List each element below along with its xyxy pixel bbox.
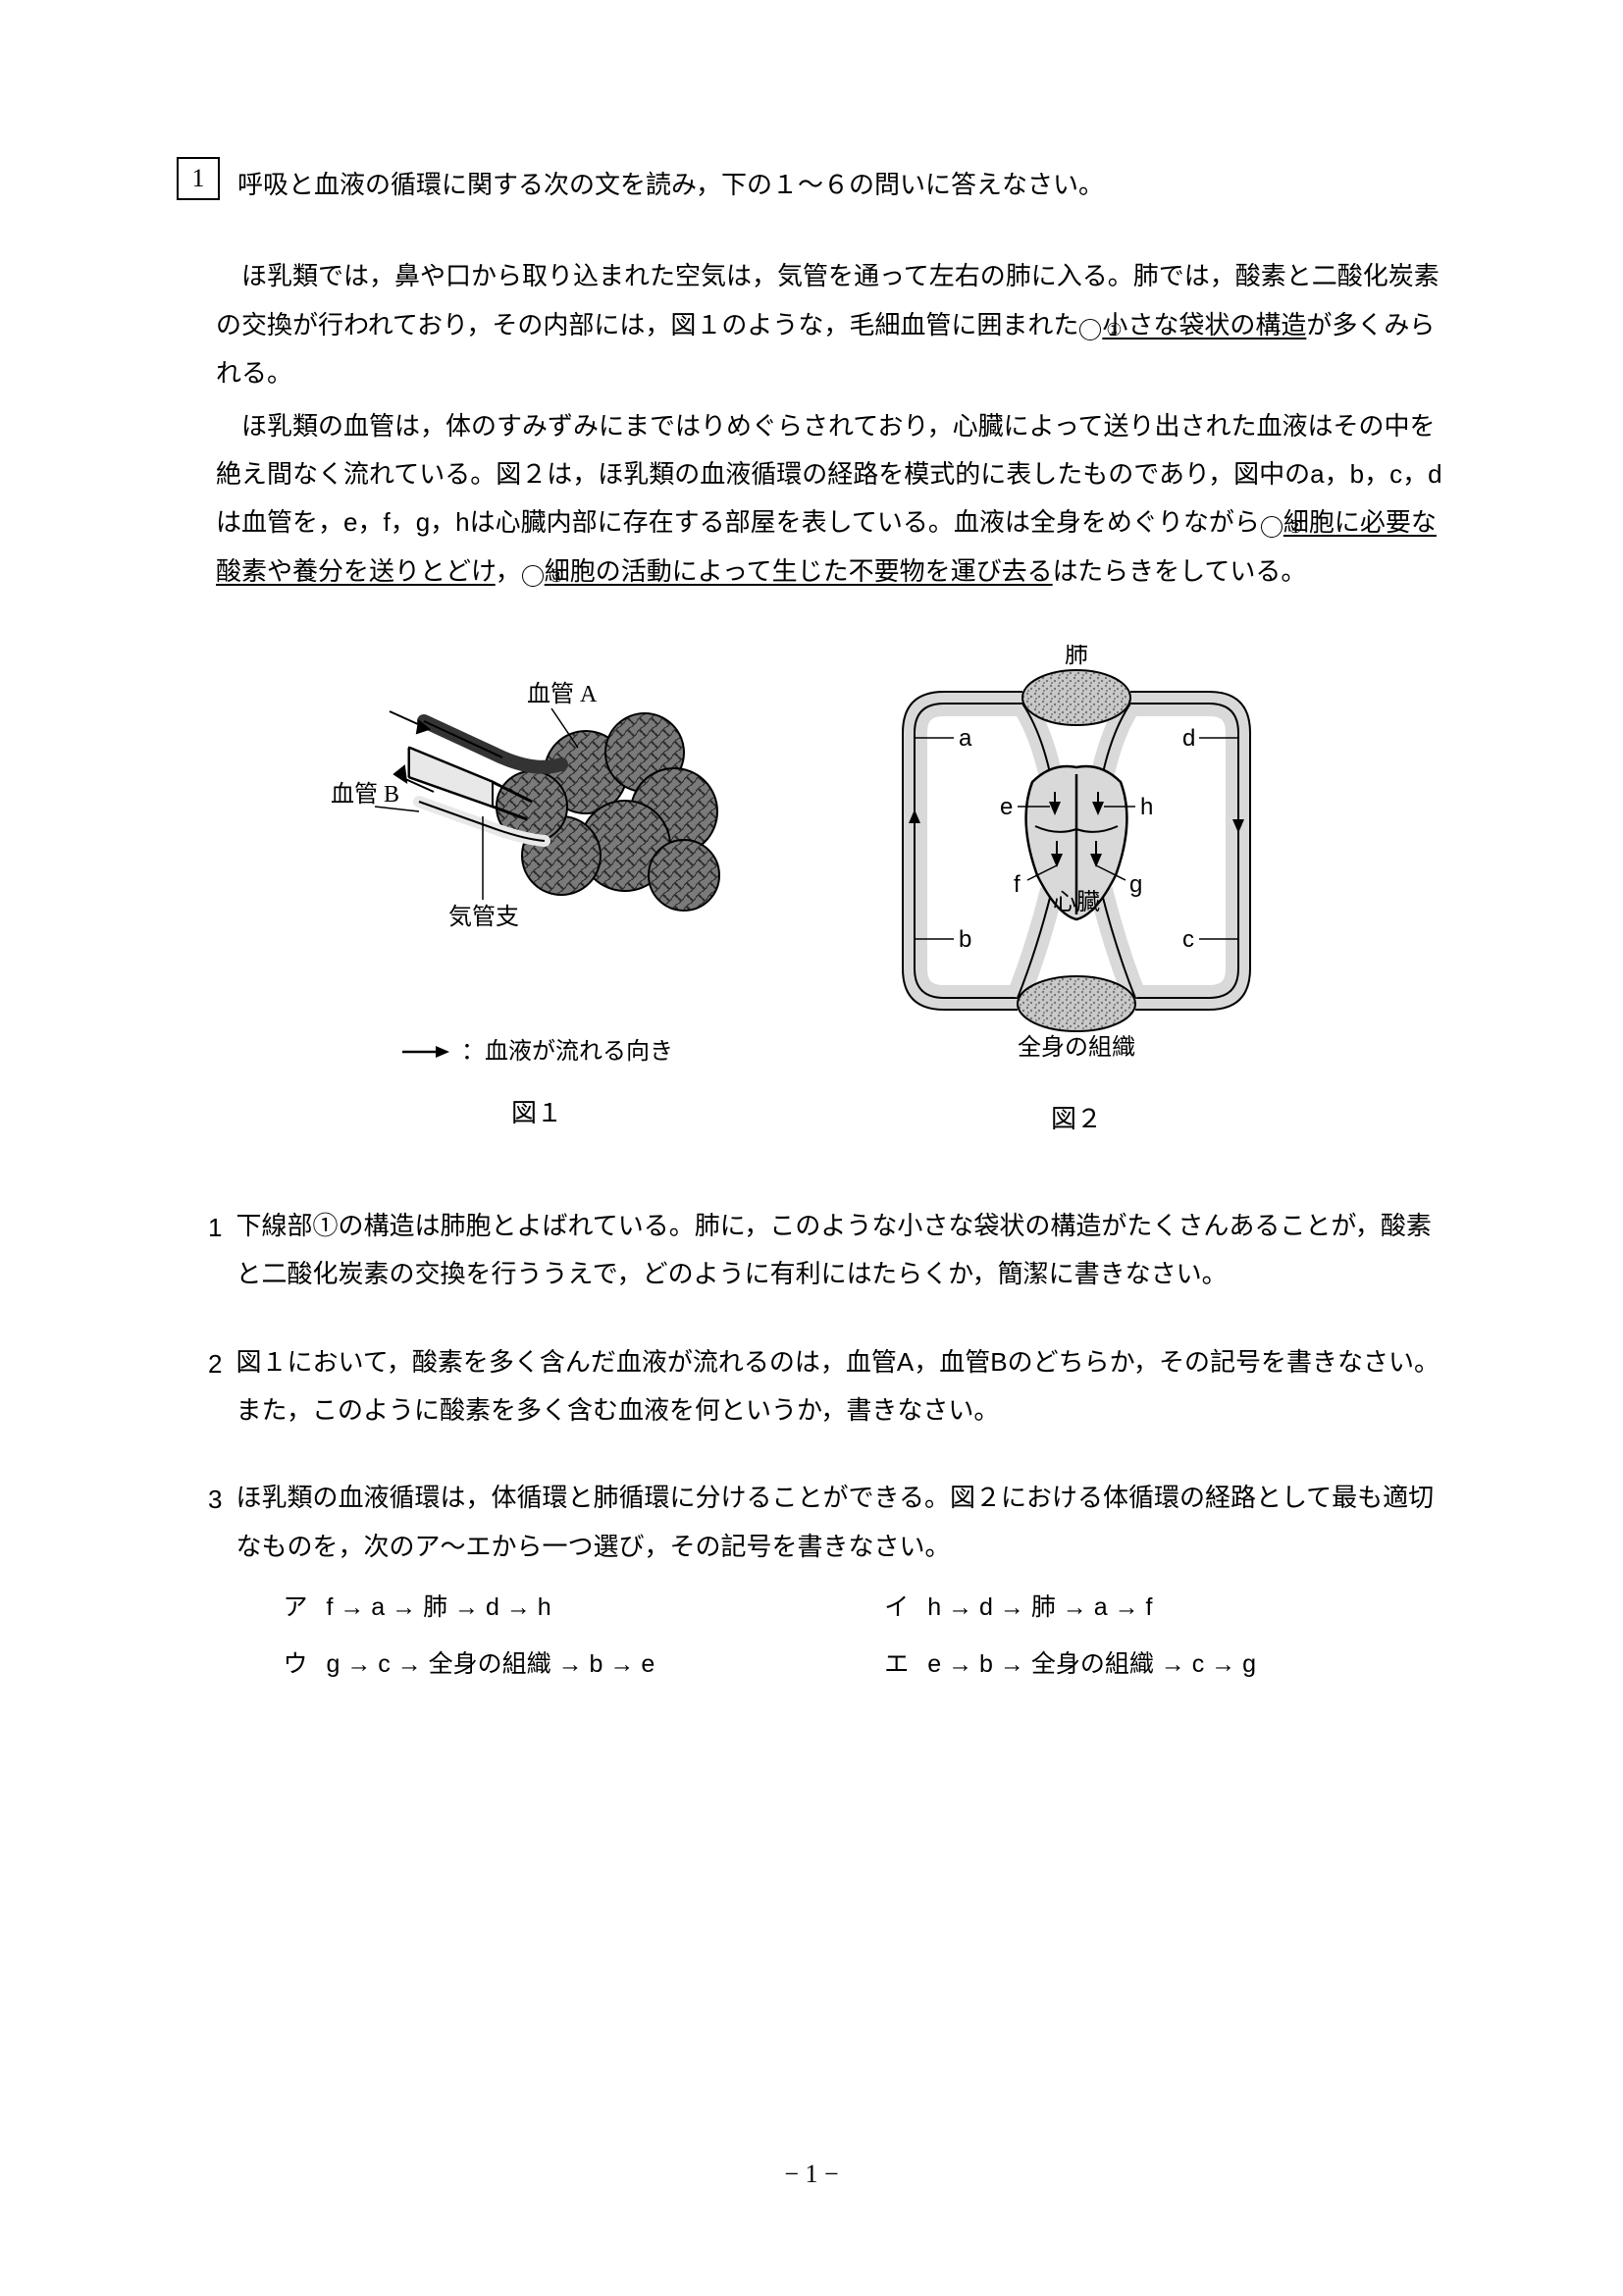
alveoli-cluster — [497, 713, 719, 911]
label-bronchiole: 気管支 — [448, 904, 519, 930]
section-title: 呼吸と血液の循環に関する次の文を読み，下の１〜６の問いに答えなさい。 — [237, 157, 1104, 209]
choice-u-text: g → c → 全身の組織 → b → e — [326, 1642, 654, 1689]
label-g: g — [1129, 871, 1142, 898]
q2-text: 図１において，酸素を多く含んだ血液が流れるのは，血管A，血管Bのどちらか，その記… — [236, 1338, 1446, 1435]
underline-1: 小さな袋状の構造 — [1102, 311, 1306, 339]
figures-row: 血管 A 血管 B 気管支 ：血液が流れる向き 図１ — [177, 645, 1446, 1143]
q2-b: ，血管 — [914, 1348, 990, 1377]
label-a: a — [959, 725, 972, 752]
q1-text: 下線部①の構造は肺胞とよばれている。肺に，このような小さな袋状の構造がたくさんあ… — [236, 1202, 1446, 1299]
q3-number: 3 — [208, 1474, 222, 1688]
figure-2-svg: a d b c e h f g — [861, 645, 1292, 1067]
choice-a-text: f → a → 肺 → d → h — [326, 1585, 550, 1632]
passage-para-2: ほ乳類の血管は，体のすみずみにまではりめぐらされており，心臓によって送り出された… — [216, 402, 1446, 597]
fig1-legend: ：血液が流れる向き — [331, 1030, 743, 1077]
label-tissue: 全身の組織 — [1018, 1034, 1135, 1061]
p2-b: は血管を， — [216, 508, 343, 537]
circled-1: ① — [1079, 319, 1101, 340]
fig1-caption: 図１ — [331, 1089, 743, 1137]
question-3: 3 ほ乳類の血液循環は，体循環と肺循環に分けることができる。図２における体循環の… — [208, 1474, 1446, 1688]
q2-A: A — [897, 1347, 914, 1377]
q3-body: ほ乳類の血液循環は，体循環と肺循環に分けることができる。図２における体循環の経路… — [236, 1474, 1446, 1688]
figure-1: 血管 A 血管 B 気管支 ：血液が流れる向き 図１ — [331, 645, 743, 1143]
p2-e: はたらきをしている。 — [1053, 557, 1307, 586]
p2-labels-efgh: e，f，g，h — [343, 507, 470, 537]
p2-d: ， — [496, 557, 521, 586]
legend-text: ：血液が流れる向き — [461, 1030, 673, 1075]
choice-e-label: エ — [884, 1642, 912, 1689]
label-b: b — [959, 926, 971, 953]
choice-u-label: ウ — [283, 1642, 310, 1689]
choice-i: イ h → d → 肺 → a → f — [884, 1585, 1446, 1632]
q3-choices: ア f → a → 肺 → d → h イ h → d → 肺 → a → f … — [283, 1585, 1446, 1688]
p2-c: は心臓内部に存在する部屋を表している。血液は全身をめぐりながら — [470, 508, 1260, 537]
choice-i-text: h → d → 肺 → a → f — [927, 1585, 1152, 1632]
choice-e-text: e → b → 全身の組織 → c → g — [927, 1642, 1256, 1689]
figure-1-svg: 血管 A 血管 B 気管支 — [331, 645, 743, 998]
q1-number: 1 — [208, 1202, 222, 1299]
label-f: f — [1014, 871, 1021, 898]
question-2: 2 図１において，酸素を多く含んだ血液が流れるのは，血管A，血管Bのどちらか，そ… — [208, 1338, 1446, 1435]
fig2-caption: 図２ — [861, 1095, 1292, 1143]
choice-u: ウ g → c → 全身の組織 → b → e — [283, 1642, 845, 1689]
section-header: 1 呼吸と血液の循環に関する次の文を読み，下の１〜６の問いに答えなさい。 — [177, 157, 1446, 209]
section-number-box: 1 — [177, 157, 220, 200]
label-heart: 心臓 — [1053, 889, 1100, 915]
label-d: d — [1182, 725, 1195, 752]
passage: ほ乳類では，鼻や口から取り込まれた空気は，気管を通って左右の肺に入る。肺では，酸… — [216, 252, 1446, 596]
choice-a-label: ア — [283, 1585, 310, 1632]
section-number: 1 — [192, 154, 205, 202]
q3-text: ほ乳類の血液循環は，体循環と肺循環に分けることができる。図２における体循環の経路… — [236, 1474, 1446, 1571]
choice-e: エ e → b → 全身の組織 → c → g — [884, 1642, 1446, 1689]
vessel-a — [424, 721, 561, 767]
choice-a: ア f → a → 肺 → d → h — [283, 1585, 845, 1632]
lung-organ — [1022, 670, 1130, 725]
label-h: h — [1140, 794, 1153, 820]
q2-B: B — [990, 1347, 1007, 1377]
passage-para-1: ほ乳類では，鼻や口から取り込まれた空気は，気管を通って左右の肺に入る。肺では，酸… — [216, 252, 1446, 397]
choice-i-label: イ — [884, 1585, 912, 1632]
label-e: e — [1000, 794, 1013, 820]
underline-3: 細胞の活動によって生じた不要物を運び去る — [545, 557, 1053, 586]
label-vessel-b: 血管 B — [331, 781, 399, 808]
p2-labels-abcd: a，b，c，d — [1310, 459, 1441, 489]
label-vessel-a: 血管 A — [527, 681, 598, 707]
circled-3: ③ — [522, 565, 544, 587]
legend-arrow-icon — [400, 1043, 449, 1061]
tissue-organ — [1018, 976, 1135, 1031]
label-lung: 肺 — [1065, 645, 1088, 668]
circled-2: ② — [1261, 516, 1283, 538]
label-c: c — [1182, 926, 1194, 953]
q2-a: 図１において，酸素を多く含んだ血液が流れるのは，血管 — [236, 1348, 896, 1377]
q2-number: 2 — [208, 1338, 222, 1435]
p2-a: ほ乳類の血管は，体のすみずみにまではりめぐらされており，心臓によって送り出された… — [216, 412, 1436, 489]
page-number: − 1 − — [0, 2150, 1623, 2198]
figure-2: a d b c e h f g — [861, 645, 1292, 1143]
question-1: 1 下線部①の構造は肺胞とよばれている。肺に，このような小さな袋状の構造がたくさ… — [208, 1202, 1446, 1299]
